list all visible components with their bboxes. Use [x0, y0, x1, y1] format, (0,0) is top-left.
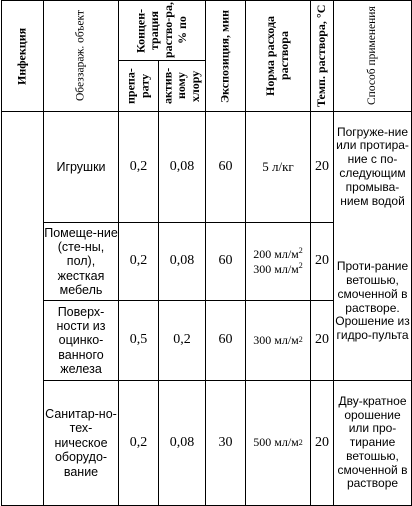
row2-norm-sup2: 2 [298, 260, 303, 270]
row3-norm-sup: 2 [298, 335, 303, 345]
row2-norm-line1: 200 мл/м [253, 247, 299, 262]
row2-chlorine: 0,08 [169, 253, 195, 269]
row3-object: Поверх-ности из оцинко-ванного железа [56, 304, 106, 377]
row4-norm-sup: 2 [298, 437, 303, 447]
row2-norm: 200 мл/м2 300 мл/м2 [246, 223, 310, 300]
row2-preparation: 0,2 [129, 253, 148, 269]
row4-norm-value: 500 мл/м [253, 435, 299, 450]
header-concentration: Концен-трация раство-ра, % по [133, 2, 189, 59]
header-consumption-norm: Норма расхода раствора [263, 15, 291, 97]
row4-object: Санитар-но-тех-ническое оборудо-вание [45, 407, 117, 479]
row4-exposure: 30 [218, 434, 233, 450]
header-preparation: препа-рату [123, 68, 152, 104]
row1-exposure: 60 [218, 158, 233, 174]
header-method: Способ применения [365, 6, 378, 106]
header-infection: Инфекция [14, 27, 29, 85]
row3-norm: 300 мл/м 2 [246, 301, 310, 380]
header-active-chlorine: актив-ному хлору [160, 67, 202, 105]
header-temperature: Темп. раствора, °С [314, 4, 329, 108]
row3-exposure: 60 [218, 332, 233, 348]
row4-temp: 20 [315, 434, 329, 450]
row4-norm: 500 мл/м 2 [246, 381, 310, 505]
row3-preparation: 0,5 [129, 332, 148, 348]
row1-method: Погруже-ние или протира-ние с по-следующ… [336, 124, 409, 208]
row1-preparation: 0,2 [129, 158, 148, 174]
row3-norm-value: 300 мл/м [253, 332, 299, 347]
row2-norm-sup1: 2 [298, 246, 303, 256]
row2-exposure: 60 [218, 253, 233, 269]
header-exposure: Экспозиция, мин [217, 9, 232, 103]
row2-norm-line2: 300 мл/м [253, 261, 299, 276]
row1-chlorine: 0,08 [169, 158, 195, 174]
row3-chlorine: 0,2 [173, 332, 191, 348]
rows23-method: Проти-рание ветошью, смоченной в раствор… [335, 259, 410, 343]
row1-object: Игрушки [56, 159, 106, 174]
row4-method: Дву-кратное орошение или про-тирание вет… [337, 393, 408, 491]
row4-preparation: 0,2 [129, 434, 148, 450]
header-object: Обеззараж. объект [74, 10, 87, 102]
row2-temp: 20 [315, 253, 329, 269]
row3-temp: 20 [315, 332, 329, 348]
row1-norm: 5 л/кг [262, 158, 294, 174]
row1-temp: 20 [315, 158, 329, 174]
row2-object: Помеще-ние (сте-ны, пол), жесткая мебель [44, 225, 118, 298]
row4-chlorine: 0,08 [169, 434, 195, 450]
